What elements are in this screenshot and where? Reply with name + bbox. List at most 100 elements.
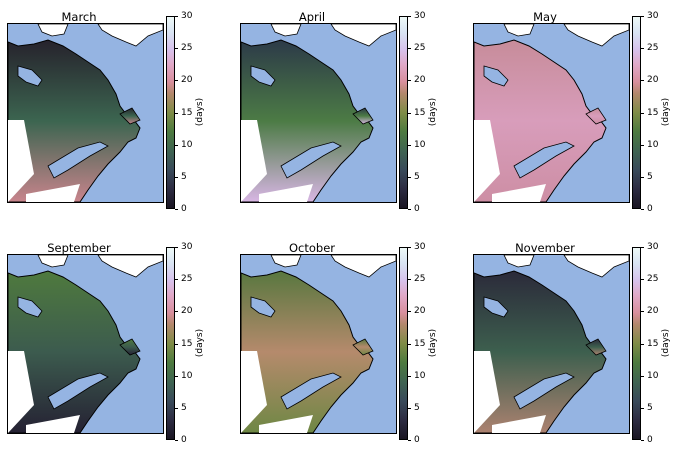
- greenland-landmass: [97, 255, 163, 278]
- colorbar-label: (days): [195, 328, 205, 358]
- greenland-landmass: [563, 24, 629, 47]
- arctic-island: [503, 24, 535, 37]
- greenland-landmass: [563, 255, 629, 278]
- colorbar-tick-label: 25: [414, 43, 426, 54]
- panel-march: March 0 5 10 15 20 25 30 (days): [0, 10, 225, 225]
- colorbar-tick-label: 0: [414, 204, 420, 214]
- outside-domain-bottom: [26, 184, 80, 202]
- outside-domain-bottom: [259, 415, 313, 433]
- colorbar-tick-label: 15: [414, 107, 426, 118]
- greenland-landmass: [97, 24, 163, 47]
- newfoundland-island: [352, 338, 374, 356]
- panel-title: October: [288, 241, 336, 255]
- colorbar-tick-label: 25: [181, 43, 193, 54]
- map-frame: [7, 254, 164, 434]
- river-estuary: [47, 372, 109, 410]
- river-estuary: [513, 141, 575, 179]
- colorbar-tick-label: 20: [414, 306, 426, 317]
- colorbar-label: (days): [661, 328, 671, 358]
- river-estuary: [513, 372, 575, 410]
- map-svg: [241, 255, 396, 433]
- bay-water: [17, 65, 43, 87]
- colorbar-label: (days): [661, 97, 671, 127]
- arctic-island: [37, 255, 69, 268]
- outside-domain-bottom: [492, 184, 546, 202]
- colorbar-tick-label: 15: [181, 107, 193, 118]
- colorbar-tick-label: 10: [647, 370, 659, 381]
- colorbar-tick-label: 0: [647, 204, 653, 214]
- colorbar-tick-label: 0: [181, 435, 187, 445]
- colorbar-tick-label: 0: [414, 435, 420, 445]
- panel-title: September: [47, 241, 111, 255]
- colorbar-tick-label: 25: [647, 43, 659, 54]
- outside-domain-left: [8, 351, 34, 433]
- colorbar-tick-label: 15: [414, 338, 426, 349]
- map-frame: [473, 23, 630, 203]
- colorbar-tick-label: 20: [181, 75, 193, 86]
- panel-title: November: [515, 241, 575, 255]
- outside-domain-bottom: [259, 184, 313, 202]
- bay-water: [17, 296, 43, 318]
- map-svg: [474, 24, 629, 202]
- outside-domain-left: [8, 120, 34, 202]
- map-svg: [474, 255, 629, 433]
- arctic-island: [270, 24, 302, 37]
- bay-water: [483, 65, 509, 87]
- newfoundland-island: [119, 107, 141, 125]
- outside-domain-left: [241, 351, 267, 433]
- colorbar-tick-label: 5: [414, 402, 420, 413]
- map-frame: [473, 254, 630, 434]
- colorbar-label: (days): [195, 97, 205, 127]
- panel-title: March: [61, 10, 97, 24]
- colorbar-tick-label: 10: [647, 139, 659, 150]
- arctic-island: [270, 255, 302, 268]
- colorbar-tick-label: 30: [647, 242, 659, 252]
- panel-september: September 0 5 10 15 20 25 30 (days): [0, 241, 225, 456]
- river-estuary: [280, 372, 342, 410]
- panel-title: May: [533, 10, 557, 24]
- map-frame: [7, 23, 164, 203]
- colorbar-tick-label: 0: [647, 435, 653, 445]
- colorbar: [166, 247, 175, 440]
- colorbar-tick-label: 15: [181, 338, 193, 349]
- colorbar-tick-label: 5: [647, 402, 653, 413]
- colorbar-tick-label: 20: [414, 75, 426, 86]
- colorbar: [399, 16, 408, 209]
- colorbar-tick-label: 25: [647, 274, 659, 285]
- colorbar-tick-label: 20: [181, 306, 193, 317]
- map-svg: [8, 255, 163, 433]
- colorbar-tick-label: 10: [414, 370, 426, 381]
- colorbar-tick-label: 10: [414, 139, 426, 150]
- colorbar-tick-label: 30: [414, 242, 426, 252]
- colorbar-label: (days): [428, 328, 438, 358]
- colorbar-tick-label: 10: [181, 370, 193, 381]
- colorbar-tick-label: 25: [181, 274, 193, 285]
- bay-water: [250, 296, 276, 318]
- newfoundland-island: [352, 107, 374, 125]
- map-svg: [8, 24, 163, 202]
- colorbar-tick-label: 25: [414, 274, 426, 285]
- outside-domain-bottom: [26, 415, 80, 433]
- newfoundland-island: [585, 107, 607, 125]
- colorbar-tick-label: 0: [181, 204, 187, 214]
- river-estuary: [280, 141, 342, 179]
- panel-title: April: [298, 10, 326, 24]
- outside-domain-left: [474, 351, 500, 433]
- colorbar-tick-label: 30: [181, 242, 193, 252]
- colorbar-label: (days): [428, 97, 438, 127]
- colorbar-tick-label: 15: [647, 107, 659, 118]
- newfoundland-island: [119, 338, 141, 356]
- colorbar: [632, 247, 641, 440]
- panel-april: April 0 5 10 15 20 25 30 (days): [233, 10, 458, 225]
- colorbar: [166, 16, 175, 209]
- colorbar-tick-label: 15: [647, 338, 659, 349]
- map-frame: [240, 254, 397, 434]
- greenland-landmass: [330, 255, 396, 278]
- colorbar-tick-label: 30: [647, 11, 659, 21]
- river-estuary: [47, 141, 109, 179]
- map-svg: [241, 24, 396, 202]
- bay-water: [483, 296, 509, 318]
- colorbar-tick-label: 5: [414, 171, 420, 182]
- colorbar-tick-label: 5: [181, 402, 187, 413]
